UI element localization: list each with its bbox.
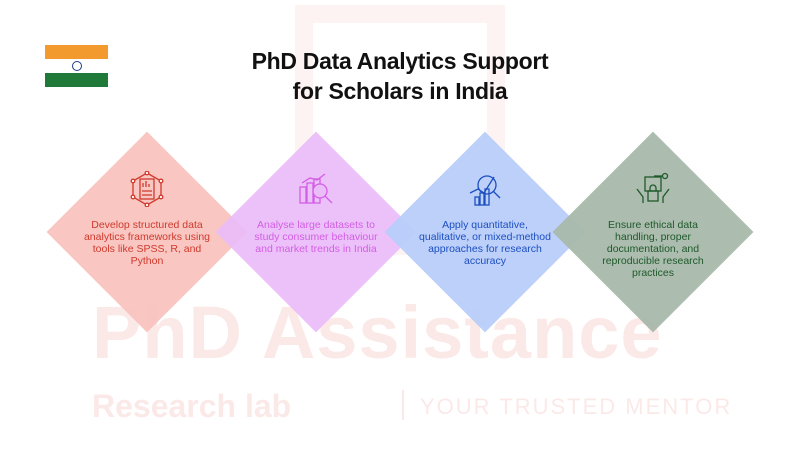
card-text: Develop structured data analytics framew…: [83, 219, 211, 267]
card-ethics: Ensure ethical data handling, proper doc…: [552, 131, 754, 333]
card-text: Analyse large datasets to study consumer…: [254, 219, 378, 255]
watermark-divider: [402, 390, 404, 420]
chart-magnifier-icon: [299, 173, 333, 204]
watermark-sub: Research lab: [92, 388, 292, 424]
chakra-icon: [72, 61, 82, 71]
india-flag: [45, 45, 108, 87]
watermark-brand: PhD Assistance: [92, 291, 663, 374]
card-methods: Apply quantitative, qualitative, or mixe…: [384, 131, 586, 333]
card-text: Apply quantitative, qualitative, or mixe…: [419, 219, 551, 267]
card-datasets: Analyse large datasets to study consumer…: [215, 131, 417, 333]
secure-data-hands-icon: [636, 172, 670, 203]
analytics-search-icon: [469, 175, 501, 206]
card-text: Ensure ethical data handling, proper doc…: [602, 219, 704, 279]
card-frameworks: Develop structured data analytics framew…: [46, 131, 248, 333]
title-line-1: PhD Data Analytics Support: [251, 48, 549, 74]
page-title: PhD Data Analytics Support for Scholars …: [200, 46, 600, 106]
title-line-2: for Scholars in India: [292, 78, 508, 104]
report-network-icon: [130, 171, 164, 207]
watermark-tagline: YOUR TRUSTED MENTOR: [420, 394, 733, 419]
